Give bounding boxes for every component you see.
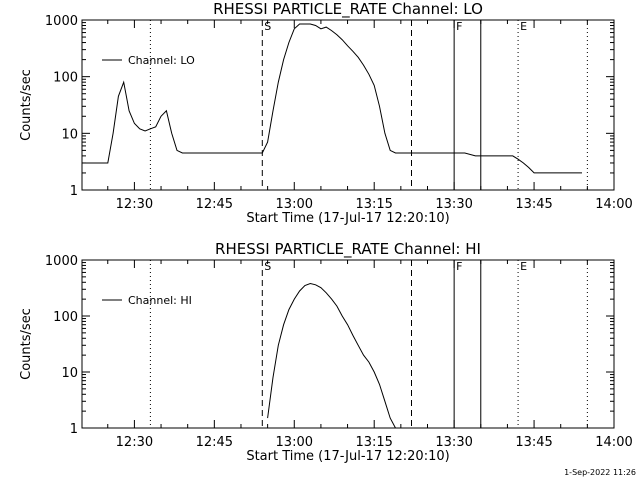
panel2-x-tick-label: 13:30 bbox=[435, 435, 472, 450]
panel2-marker-label-f: F bbox=[456, 260, 462, 273]
panel2-y-tick-label: 1000 bbox=[45, 254, 78, 269]
panel2-y-tick-label: 100 bbox=[53, 310, 78, 325]
panel2-plot-frame bbox=[81, 259, 615, 429]
panel1-x-tick-label: 13:30 bbox=[435, 197, 472, 212]
panel2-x-tick-label: 13:45 bbox=[515, 435, 552, 450]
panel1-x-tick-label: 13:15 bbox=[355, 197, 392, 212]
panel2-x-tick-label: 12:30 bbox=[116, 435, 153, 450]
panel1-x-tick-label: 14:00 bbox=[595, 197, 632, 212]
panel2-x-tick-label: 13:15 bbox=[355, 435, 392, 450]
panel2-x-tick-label: 14:00 bbox=[595, 435, 632, 450]
panel1-y-axis-label: Counts/sec bbox=[19, 69, 34, 141]
panel1-marker-label-e: E bbox=[520, 20, 527, 33]
panel2-series-line-1 bbox=[267, 282, 396, 429]
panel2-y-tick-label: 1 bbox=[70, 422, 78, 437]
panel1-x-axis-label: Start Time (17-Jul-17 12:20:10) bbox=[246, 211, 449, 226]
panel1-y-tick-label: 1 bbox=[70, 184, 78, 199]
panel2-legend-label: Channel: HI bbox=[128, 294, 192, 307]
panel1-y-tick-label: 1000 bbox=[45, 14, 78, 29]
panel1-legend-label: Channel: LO bbox=[128, 54, 195, 67]
panel1-y-tick-label: 10 bbox=[61, 127, 78, 142]
panel2-x-tick-label: 13:00 bbox=[276, 435, 313, 450]
panel2-chart-title: RHESSI PARTICLE_RATE Channel: HI bbox=[215, 240, 481, 259]
panel1-chart-title: RHESSI PARTICLE_RATE Channel: LO bbox=[213, 0, 483, 19]
panel1-x-tick-label: 12:30 bbox=[116, 197, 153, 212]
panel1-y-tick-label: 100 bbox=[53, 71, 78, 86]
panel2-x-axis-label: Start Time (17-Jul-17 12:20:10) bbox=[246, 449, 449, 464]
panel1-x-tick-label: 13:00 bbox=[276, 197, 313, 212]
panel1-series-line-1 bbox=[82, 23, 582, 174]
panel2-y-axis-label: Counts/sec bbox=[19, 308, 34, 380]
panel1-marker-label-f: F bbox=[456, 20, 462, 33]
panel2-x-tick-label: 12:45 bbox=[196, 435, 233, 450]
panel2-marker-label-s: S bbox=[264, 260, 271, 273]
panel2-y-tick-label: 10 bbox=[61, 366, 78, 381]
panel1-marker-label-s: S bbox=[264, 20, 271, 33]
panel1-x-tick-label: 12:45 bbox=[196, 197, 233, 212]
panel2-marker-label-e: E bbox=[520, 260, 527, 273]
panel1-x-tick-label: 13:45 bbox=[515, 197, 552, 212]
footer-timestamp: 1-Sep-2022 11:26 bbox=[564, 468, 636, 477]
